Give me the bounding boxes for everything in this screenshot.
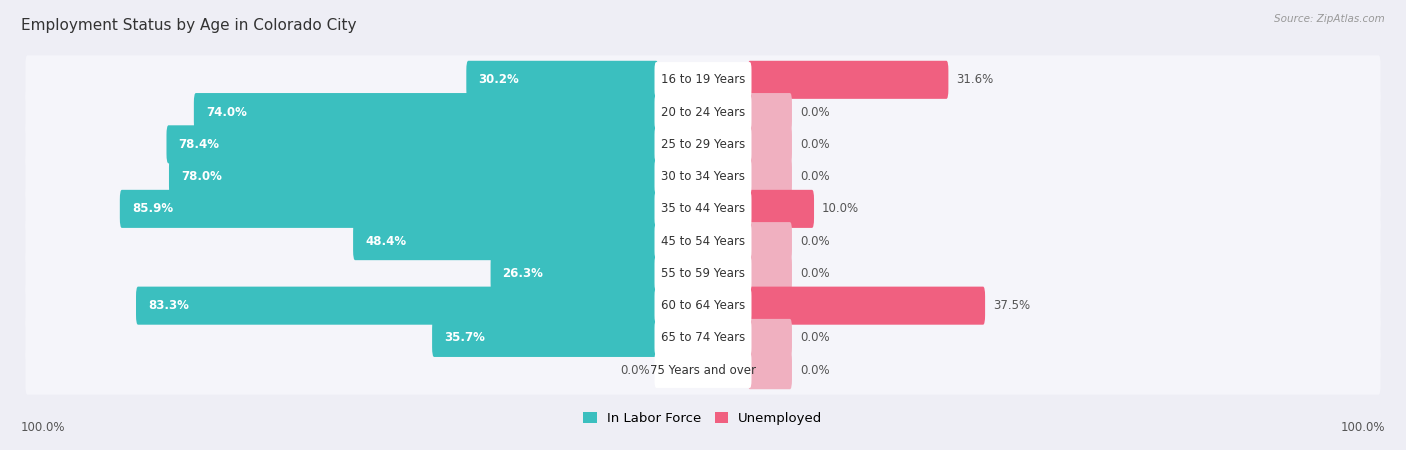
FancyBboxPatch shape [655,94,751,130]
FancyBboxPatch shape [25,120,1381,169]
Text: 25 to 29 Years: 25 to 29 Years [661,138,745,151]
Text: 100.0%: 100.0% [1340,421,1385,434]
FancyBboxPatch shape [25,313,1381,362]
FancyBboxPatch shape [432,319,658,357]
FancyBboxPatch shape [748,222,792,260]
Text: 37.5%: 37.5% [993,299,1031,312]
Text: 35.7%: 35.7% [444,331,485,344]
FancyBboxPatch shape [25,152,1381,201]
Text: 45 to 54 Years: 45 to 54 Years [661,234,745,248]
FancyBboxPatch shape [120,190,658,228]
FancyBboxPatch shape [655,159,751,194]
Text: 0.0%: 0.0% [620,364,650,377]
FancyBboxPatch shape [655,223,751,259]
Text: Source: ZipAtlas.com: Source: ZipAtlas.com [1274,14,1385,23]
Text: Employment Status by Age in Colorado City: Employment Status by Age in Colorado Cit… [21,18,357,33]
FancyBboxPatch shape [166,125,658,163]
FancyBboxPatch shape [655,256,751,291]
FancyBboxPatch shape [25,346,1381,395]
FancyBboxPatch shape [169,158,658,196]
FancyBboxPatch shape [748,287,986,325]
Text: 10.0%: 10.0% [823,202,859,216]
FancyBboxPatch shape [748,125,792,163]
FancyBboxPatch shape [25,249,1381,298]
Text: 30 to 34 Years: 30 to 34 Years [661,170,745,183]
FancyBboxPatch shape [748,93,792,131]
Text: 60 to 64 Years: 60 to 64 Years [661,299,745,312]
FancyBboxPatch shape [491,254,658,292]
Text: 30.2%: 30.2% [478,73,519,86]
Text: 85.9%: 85.9% [132,202,173,216]
Text: 100.0%: 100.0% [21,421,66,434]
FancyBboxPatch shape [748,190,814,228]
Text: 48.4%: 48.4% [366,234,406,248]
Text: 0.0%: 0.0% [800,234,830,248]
Text: 55 to 59 Years: 55 to 59 Years [661,267,745,280]
FancyBboxPatch shape [25,184,1381,234]
Text: 26.3%: 26.3% [502,267,544,280]
Text: 35 to 44 Years: 35 to 44 Years [661,202,745,216]
Text: 75 Years and over: 75 Years and over [650,364,756,377]
Text: 20 to 24 Years: 20 to 24 Years [661,106,745,119]
FancyBboxPatch shape [748,351,792,389]
Text: 0.0%: 0.0% [800,170,830,183]
Text: 0.0%: 0.0% [800,267,830,280]
FancyBboxPatch shape [194,93,658,131]
Text: 78.0%: 78.0% [181,170,222,183]
FancyBboxPatch shape [655,288,751,324]
Text: 16 to 19 Years: 16 to 19 Years [661,73,745,86]
Text: 0.0%: 0.0% [800,138,830,151]
Text: 0.0%: 0.0% [800,106,830,119]
FancyBboxPatch shape [655,320,751,356]
FancyBboxPatch shape [25,88,1381,137]
FancyBboxPatch shape [136,287,658,325]
FancyBboxPatch shape [25,216,1381,266]
Text: 0.0%: 0.0% [800,364,830,377]
Text: 65 to 74 Years: 65 to 74 Years [661,331,745,344]
FancyBboxPatch shape [748,319,792,357]
FancyBboxPatch shape [655,126,751,162]
Text: 74.0%: 74.0% [205,106,247,119]
FancyBboxPatch shape [748,61,949,99]
Text: 31.6%: 31.6% [956,73,994,86]
FancyBboxPatch shape [748,254,792,292]
FancyBboxPatch shape [25,281,1381,330]
FancyBboxPatch shape [655,62,751,98]
FancyBboxPatch shape [467,61,658,99]
FancyBboxPatch shape [25,55,1381,104]
Legend: In Labor Force, Unemployed: In Labor Force, Unemployed [578,407,828,431]
Text: 0.0%: 0.0% [800,331,830,344]
FancyBboxPatch shape [655,191,751,227]
Text: 78.4%: 78.4% [179,138,219,151]
Text: 83.3%: 83.3% [148,299,188,312]
FancyBboxPatch shape [353,222,658,260]
FancyBboxPatch shape [655,352,751,388]
FancyBboxPatch shape [748,158,792,196]
